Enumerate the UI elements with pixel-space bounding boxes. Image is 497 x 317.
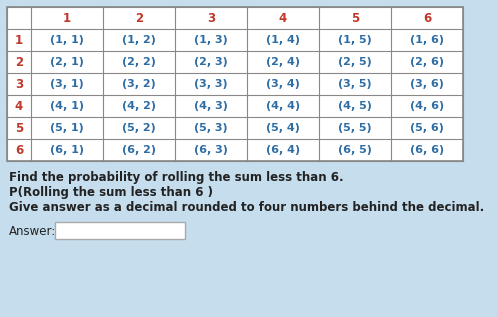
Text: 1: 1 xyxy=(63,11,71,24)
Text: (2, 3): (2, 3) xyxy=(194,57,228,67)
Text: (5, 3): (5, 3) xyxy=(194,123,228,133)
Text: 3: 3 xyxy=(207,11,215,24)
Text: (2, 6): (2, 6) xyxy=(410,57,444,67)
Text: Give answer as a decimal rounded to four numbers behind the decimal.: Give answer as a decimal rounded to four… xyxy=(9,201,484,214)
Text: Find the probability of rolling the sum less than 6.: Find the probability of rolling the sum … xyxy=(9,171,343,184)
Text: (2, 5): (2, 5) xyxy=(338,57,372,67)
Text: (4, 1): (4, 1) xyxy=(50,101,84,111)
Text: (4, 4): (4, 4) xyxy=(266,101,300,111)
Text: 2: 2 xyxy=(15,55,23,68)
Text: (3, 2): (3, 2) xyxy=(122,79,156,89)
Text: (1, 4): (1, 4) xyxy=(266,35,300,45)
Text: (3, 4): (3, 4) xyxy=(266,79,300,89)
Text: P(Rolling the sum less than 6 ): P(Rolling the sum less than 6 ) xyxy=(9,186,213,199)
Text: 3: 3 xyxy=(15,77,23,90)
Text: (5, 2): (5, 2) xyxy=(122,123,156,133)
Text: 4: 4 xyxy=(279,11,287,24)
Bar xyxy=(55,222,185,239)
Text: (4, 2): (4, 2) xyxy=(122,101,156,111)
Text: (1, 1): (1, 1) xyxy=(50,35,84,45)
Text: (1, 6): (1, 6) xyxy=(410,35,444,45)
Text: (1, 5): (1, 5) xyxy=(338,35,372,45)
Text: (6, 3): (6, 3) xyxy=(194,145,228,155)
Text: 4: 4 xyxy=(15,100,23,113)
Text: (2, 4): (2, 4) xyxy=(266,57,300,67)
Text: (4, 3): (4, 3) xyxy=(194,101,228,111)
Text: Answer:: Answer: xyxy=(9,225,56,238)
Text: 5: 5 xyxy=(15,121,23,134)
Text: 6: 6 xyxy=(423,11,431,24)
Text: 5: 5 xyxy=(351,11,359,24)
Text: (6, 1): (6, 1) xyxy=(50,145,84,155)
Text: 2: 2 xyxy=(135,11,143,24)
Text: (6, 2): (6, 2) xyxy=(122,145,156,155)
Text: 1: 1 xyxy=(15,34,23,47)
Text: (5, 5): (5, 5) xyxy=(338,123,372,133)
Text: 6: 6 xyxy=(15,144,23,157)
Text: (3, 6): (3, 6) xyxy=(410,79,444,89)
Text: (4, 6): (4, 6) xyxy=(410,101,444,111)
Text: (4, 5): (4, 5) xyxy=(338,101,372,111)
Text: (3, 5): (3, 5) xyxy=(338,79,372,89)
Text: (6, 5): (6, 5) xyxy=(338,145,372,155)
Text: (5, 6): (5, 6) xyxy=(410,123,444,133)
Text: (2, 1): (2, 1) xyxy=(50,57,84,67)
Text: (3, 1): (3, 1) xyxy=(50,79,84,89)
Text: (1, 2): (1, 2) xyxy=(122,35,156,45)
Text: (5, 4): (5, 4) xyxy=(266,123,300,133)
Text: (6, 6): (6, 6) xyxy=(410,145,444,155)
Text: (2, 2): (2, 2) xyxy=(122,57,156,67)
Text: (5, 1): (5, 1) xyxy=(50,123,84,133)
Text: (6, 4): (6, 4) xyxy=(266,145,300,155)
Text: (1, 3): (1, 3) xyxy=(194,35,228,45)
Text: (3, 3): (3, 3) xyxy=(194,79,228,89)
Bar xyxy=(7,7,463,161)
